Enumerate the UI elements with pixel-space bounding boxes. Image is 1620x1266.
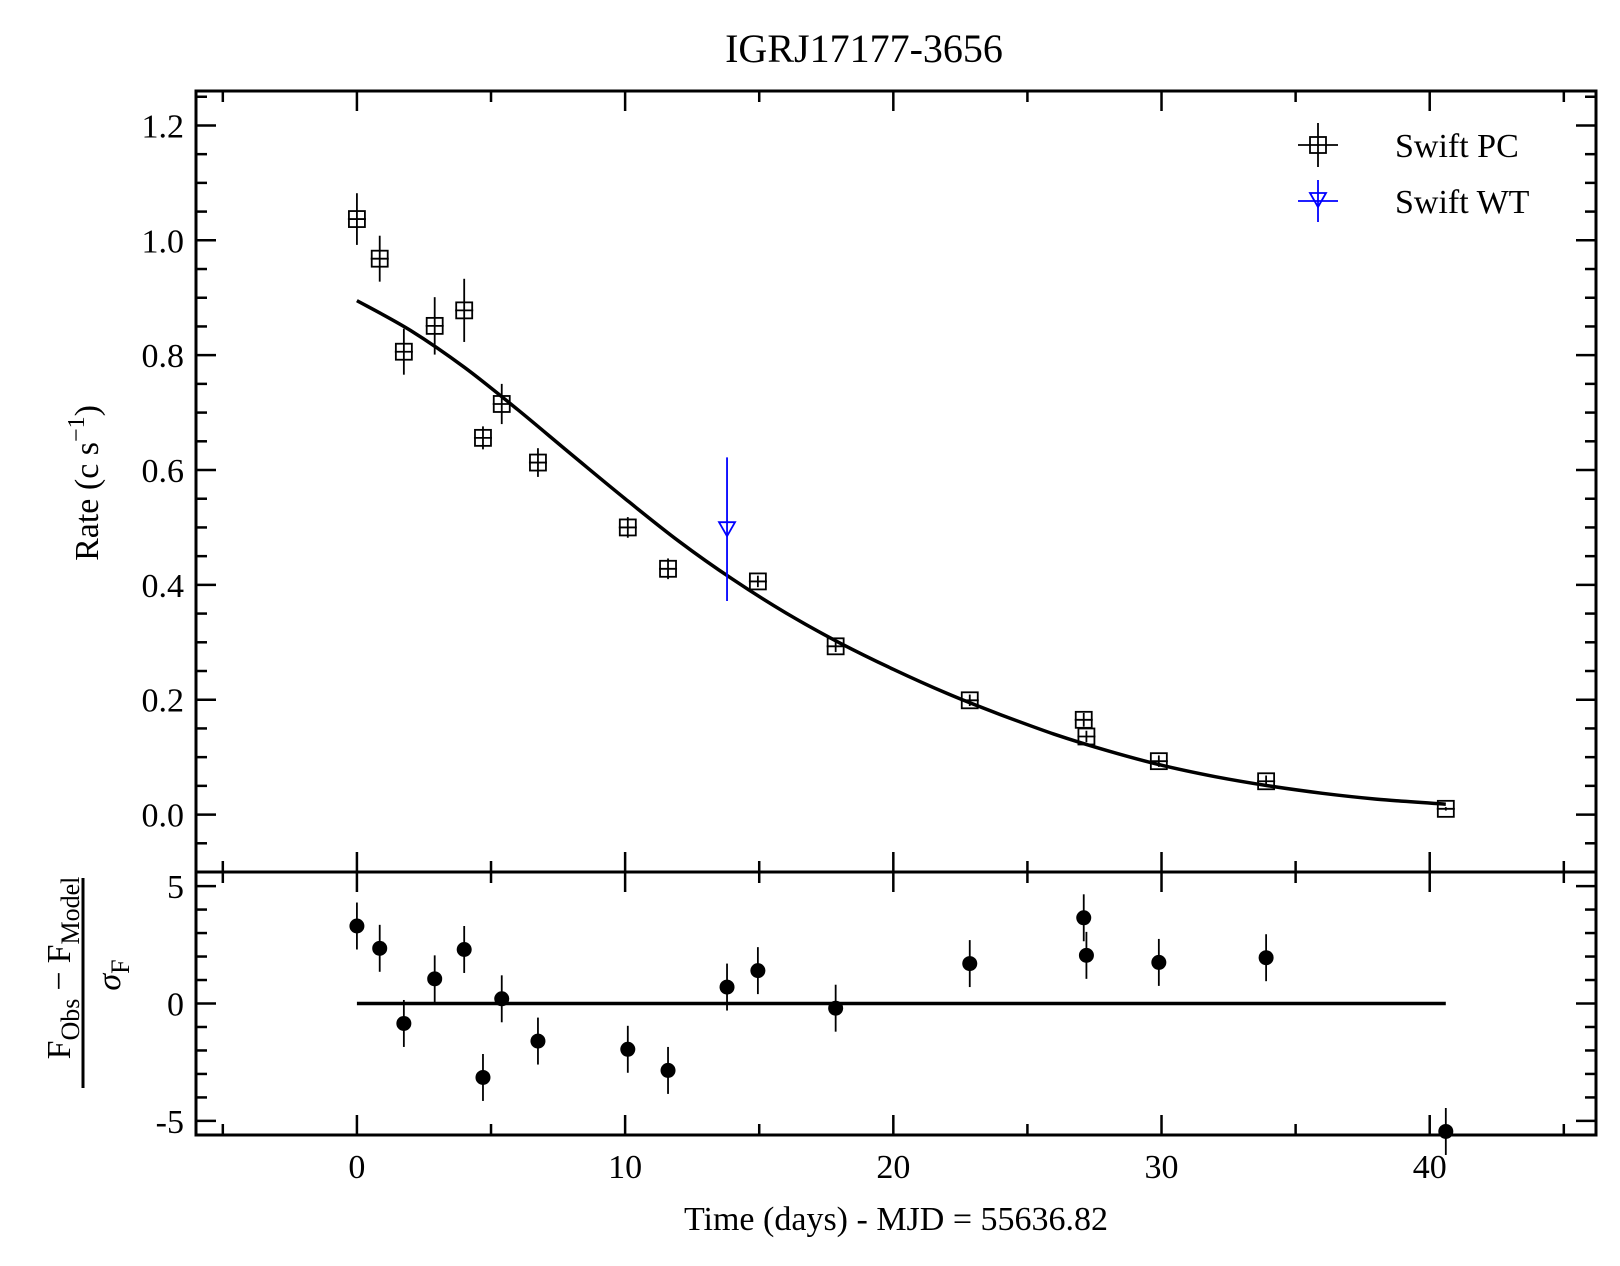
y-tick-label: 1.0 (142, 223, 185, 260)
residual-point (828, 1000, 844, 1016)
legend-label-swift-pc: Swift PC (1395, 128, 1519, 165)
swift-pc-point (474, 428, 492, 447)
y-tick-label: 0.6 (142, 453, 185, 490)
legend-entry-swift-wt: Swift WT (1298, 180, 1530, 222)
residual-point (1151, 954, 1167, 970)
residual-point (530, 1033, 546, 1049)
residual-title-fmodel-sub: Model (56, 877, 85, 945)
y-axis-title: Rate (c s−1) (64, 405, 106, 561)
residual-point (349, 918, 365, 934)
swift-pc-point (618, 518, 637, 537)
y-tick-label: 0.4 (142, 568, 185, 605)
residual-point (1438, 1123, 1454, 1139)
swift-pc-point (425, 316, 444, 335)
rate-panel-frame (194, 89, 1598, 874)
residual-title-sigma-sub: F (106, 959, 135, 973)
residual-point (396, 1015, 412, 1031)
model-curve (356, 299, 1446, 806)
x-tick-label: 0 (348, 1149, 365, 1186)
swift-wt-point (717, 521, 737, 538)
svg-text:σF: σF (91, 959, 135, 990)
swift-pc-point (1149, 752, 1168, 771)
residual-point (962, 956, 978, 972)
legend-wt-triangle-marker (1308, 192, 1328, 209)
x-tick-label: 30 (1145, 1149, 1179, 1186)
rate-panel: 0.0 0.2 0.4 0.6 0.8 1.0 1.2 (142, 89, 1598, 874)
residual-y-tick-label: -5 (156, 1104, 184, 1141)
x-tick-label: 20 (876, 1149, 910, 1186)
residual-y-tick-label: 0 (167, 987, 184, 1024)
swift-pc-point (1257, 772, 1276, 791)
swift-pc-point (370, 249, 389, 268)
swift-pc-point (960, 691, 979, 710)
y-tick-label: 0.8 (142, 338, 185, 375)
residual-point (1078, 947, 1094, 963)
swift-pc-point (455, 301, 474, 320)
residual-point (372, 940, 388, 956)
y-tick-label: 1.2 (142, 108, 185, 145)
swift-pc-point (659, 559, 677, 578)
swift-pc-point (348, 210, 366, 228)
residual-point (1076, 910, 1092, 926)
legend: Swift PC Swift WT (1298, 123, 1530, 222)
x-axis-title: Time (days) - MJD = 55636.82 (684, 1201, 1108, 1238)
residual-title-fobs-sub: Obs (56, 999, 85, 1041)
residual-point (456, 941, 472, 957)
residual-point (475, 1069, 491, 1085)
legend-pc-square-marker (1309, 136, 1327, 154)
swift-pc-point (1436, 799, 1455, 818)
residual-title-fobs: F (41, 1040, 78, 1059)
residual-title-fmodel: F (41, 944, 78, 963)
residual-point (494, 991, 510, 1007)
residual-axis-title: FObs−FModel σF (41, 877, 135, 1088)
legend-entry-swift-pc: Swift PC (1298, 123, 1519, 167)
x-tick-label: 40 (1413, 1149, 1447, 1186)
residual-title-minus: − (41, 971, 78, 990)
swift-pc-point (492, 395, 511, 413)
residual-point (427, 971, 443, 987)
residual-point (660, 1062, 676, 1078)
y-tick-label: 0.2 (142, 683, 185, 720)
y-axis-title-close: ) (69, 405, 106, 416)
y-axis-title-main: Rate (c s (69, 442, 106, 561)
residual-title-sigma: σ (91, 973, 128, 991)
swift-pc-point (529, 453, 547, 472)
residual-point (620, 1041, 636, 1057)
swift-pc-point (748, 572, 767, 591)
swift-pc-point (394, 342, 413, 361)
swift-pc-point (1077, 727, 1096, 746)
y-axis-title-sup: −1 (64, 416, 90, 442)
legend-label-swift-wt: Swift WT (1395, 184, 1530, 221)
residual-y-tick-label: 5 (167, 869, 184, 906)
residual-point (750, 963, 766, 979)
y-tick-label: 0.0 (142, 798, 185, 835)
x-tick-label: 10 (608, 1149, 642, 1186)
swift-pc-point (826, 637, 845, 656)
residual-point (719, 979, 735, 995)
svg-text:FObs−FModel: FObs−FModel (41, 877, 85, 1060)
residual-point (1258, 950, 1274, 966)
residual-panel: 0 10 20 30 40 -5 0 5 (156, 869, 1598, 1186)
chart-title: IGRJ17177-3656 (725, 26, 1003, 71)
